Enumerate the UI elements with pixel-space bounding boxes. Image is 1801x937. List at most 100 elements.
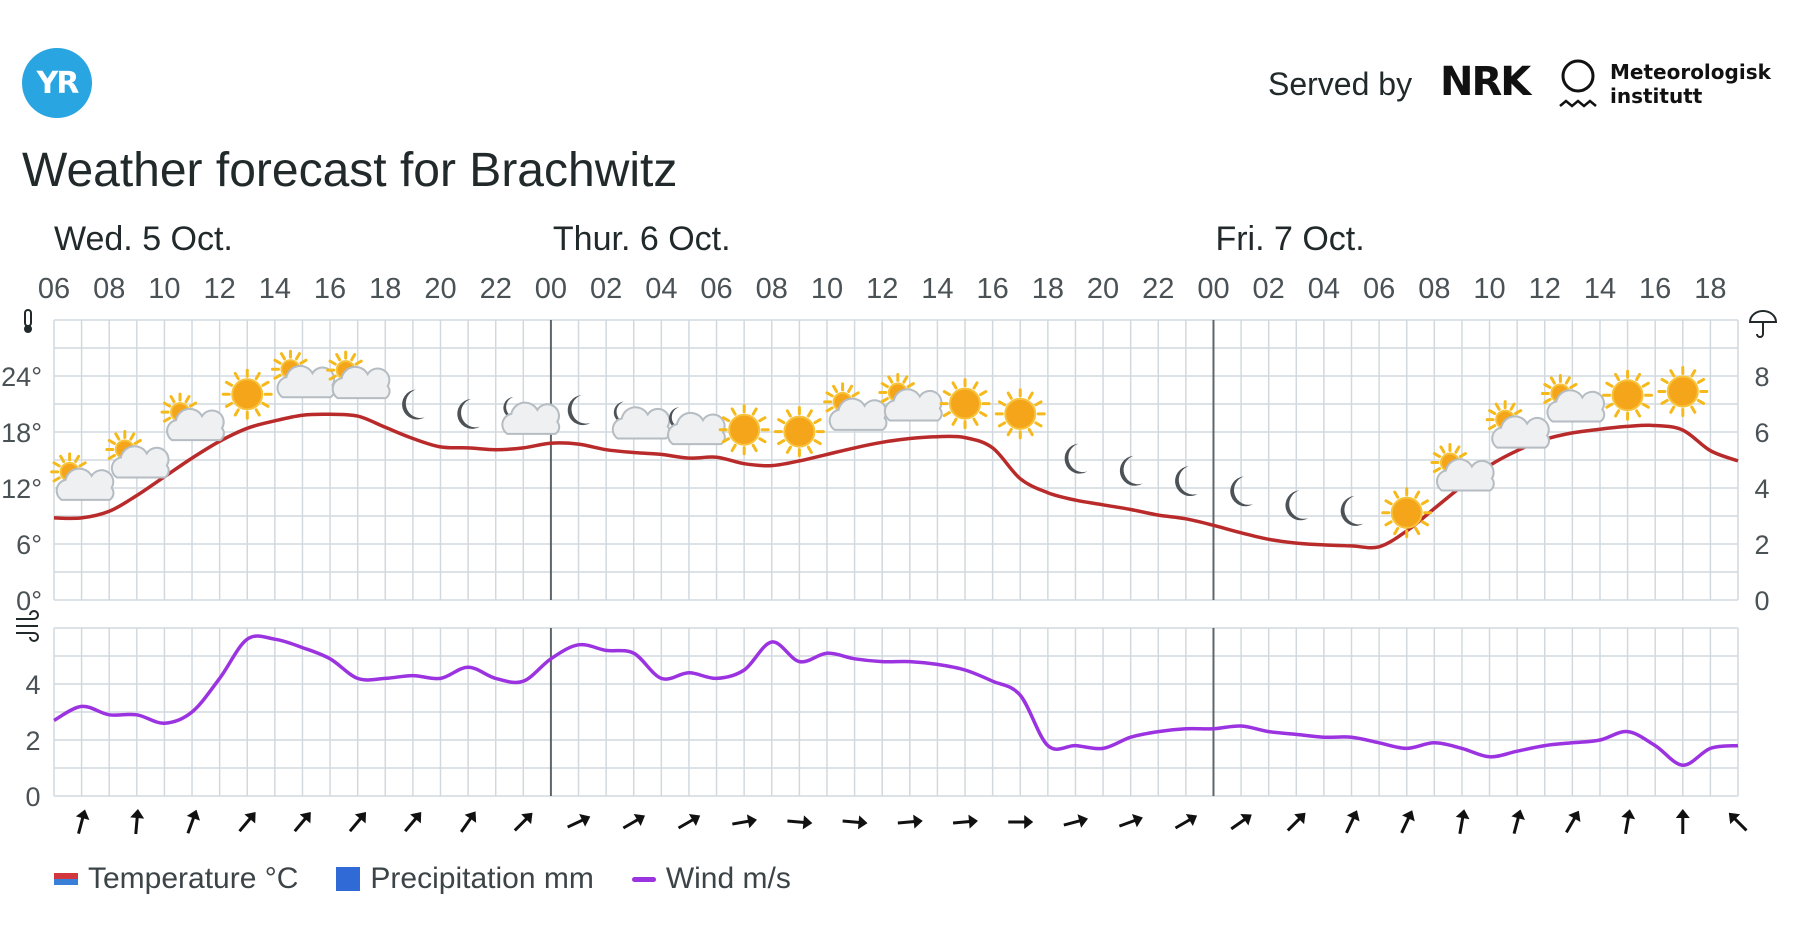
hour-tick-label: 08: [756, 273, 788, 305]
hour-tick-label: 14: [259, 273, 291, 305]
sun-ray: [730, 443, 737, 453]
moon-icon: [1340, 495, 1364, 526]
wind-direction-arrow: [842, 815, 868, 830]
sun-ray: [785, 445, 792, 454]
hour-tick-label: 14: [1584, 273, 1616, 305]
sun-ray: [1420, 520, 1430, 527]
partly-cloudy-day-icon: [823, 382, 888, 431]
sun-icon: [939, 378, 991, 430]
sun-ray: [902, 375, 909, 384]
sun-ray: [1564, 376, 1571, 385]
chart-legend: Temperature °C Precipitation mm Wind m/s: [54, 862, 829, 896]
chart-grid: [53, 319, 1739, 797]
partly-cloudy-day-icon: [270, 349, 336, 399]
sun-ray: [942, 411, 951, 418]
sun-ray: [1696, 377, 1706, 384]
sun-ray: [224, 380, 234, 387]
arrow-head: [1185, 813, 1198, 827]
thermometer-icon: [24, 309, 32, 333]
precip-axis-label: 0: [1754, 586, 1769, 616]
moon-shape: [567, 395, 591, 426]
sun-ray: [813, 439, 822, 446]
wind-direction-arrow: [787, 815, 813, 830]
sun-ray: [273, 358, 282, 365]
yr-logo[interactable]: YR: [22, 48, 92, 118]
umbrella-handle: [1756, 322, 1764, 338]
arrow-head: [913, 814, 923, 829]
wind-direction-arrow: [952, 814, 978, 829]
sun-ray: [979, 411, 988, 418]
hour-tick-label: 02: [1253, 273, 1285, 305]
hour-tick-label: 22: [480, 273, 512, 305]
arrow-head: [1132, 814, 1143, 828]
moon-shape: [613, 401, 631, 424]
precip-axis-label: 4: [1754, 474, 1769, 504]
hour-tick-label: 20: [424, 273, 456, 305]
arrow-head: [464, 811, 477, 823]
hour-tick-label: 18: [1694, 273, 1726, 305]
sun-ray: [1543, 382, 1552, 389]
partly-cloudy-day-icon: [1485, 400, 1550, 449]
temp-axis-label: 18°: [1, 418, 42, 448]
sun-ray: [188, 401, 198, 408]
forecast-chart: Wed. 5 Oct. Thur. 6 Oct. Fri. 7 Oct. 06 08 1…: [1, 220, 1778, 835]
sun-ray: [1027, 391, 1034, 400]
wind-direction-arrows: [75, 809, 1748, 835]
sun-ray: [1006, 391, 1013, 400]
day-label: Wed. 5 Oct.: [54, 220, 233, 258]
wind-axis-label: 4: [25, 670, 40, 700]
sun-ray: [169, 395, 176, 404]
sun-ray: [114, 432, 121, 441]
sun-ray: [1635, 409, 1642, 418]
partly-cloudy-day-icon: [1430, 443, 1495, 492]
legend-item-wind[interactable]: Wind m/s: [631, 862, 791, 896]
legend-label-wind: Wind m/s: [665, 862, 791, 895]
sun-ray: [279, 352, 286, 361]
hour-tick-label: 10: [148, 273, 180, 305]
sun-ray: [1614, 409, 1621, 418]
arrow-head: [299, 812, 311, 824]
sun-ray: [751, 443, 758, 453]
wind-direction-arrow: [1230, 813, 1252, 831]
arrow-head: [802, 815, 813, 830]
partly-cloudy-day-icon: [878, 373, 943, 422]
wind-direction-arrow: [897, 814, 923, 829]
partly-cloudy-day-icon: [50, 452, 115, 501]
temp-axis-label: 0°: [16, 586, 42, 616]
sun-ray: [1027, 427, 1034, 437]
precip-axis-label: 2: [1754, 530, 1769, 560]
sun-ray: [1494, 402, 1501, 411]
hour-tick-label: 10: [1473, 273, 1505, 305]
nrk-logo[interactable]: NRK: [1440, 59, 1531, 105]
sun-ray: [721, 416, 731, 423]
legend-item-precipitation[interactable]: Precipitation mm: [336, 862, 594, 896]
met-institute-logo[interactable]: Meteorologisk institutt: [1610, 60, 1771, 108]
hour-tick-label: 00: [1197, 273, 1229, 305]
sun-ray: [1569, 382, 1578, 389]
sun-ray: [951, 417, 958, 426]
wind-direction-arrow: [1400, 810, 1415, 834]
sun-ray: [1432, 467, 1442, 474]
legend-item-temperature[interactable]: Temperature °C: [54, 862, 298, 896]
hour-tick-label: 12: [1529, 273, 1561, 305]
arrow-head: [1240, 813, 1252, 826]
sun-icon: [1602, 369, 1654, 421]
arrow-head: [130, 809, 145, 819]
wind-direction-arrow: [622, 813, 645, 830]
sun-ray: [751, 407, 758, 416]
wind-direction-arrow: [130, 809, 145, 835]
sun-ray: [1641, 381, 1650, 388]
legend-swatch-temperature: [54, 873, 78, 885]
sun-ray: [162, 416, 172, 423]
hour-tick-label: 12: [204, 273, 236, 305]
sun-ray: [1458, 452, 1468, 459]
wind-axis-label: 0: [25, 782, 40, 812]
sun-ray: [52, 461, 61, 468]
met-line2: institutt: [1610, 84, 1703, 108]
sun-ray: [1488, 409, 1497, 416]
hour-tick-label: 16: [976, 273, 1008, 305]
partly-cloudy-day-icon: [326, 350, 391, 400]
partly-cloudy-day-icon: [105, 429, 170, 479]
hour-tick-label: 08: [93, 273, 125, 305]
arrow-head: [1568, 810, 1581, 823]
